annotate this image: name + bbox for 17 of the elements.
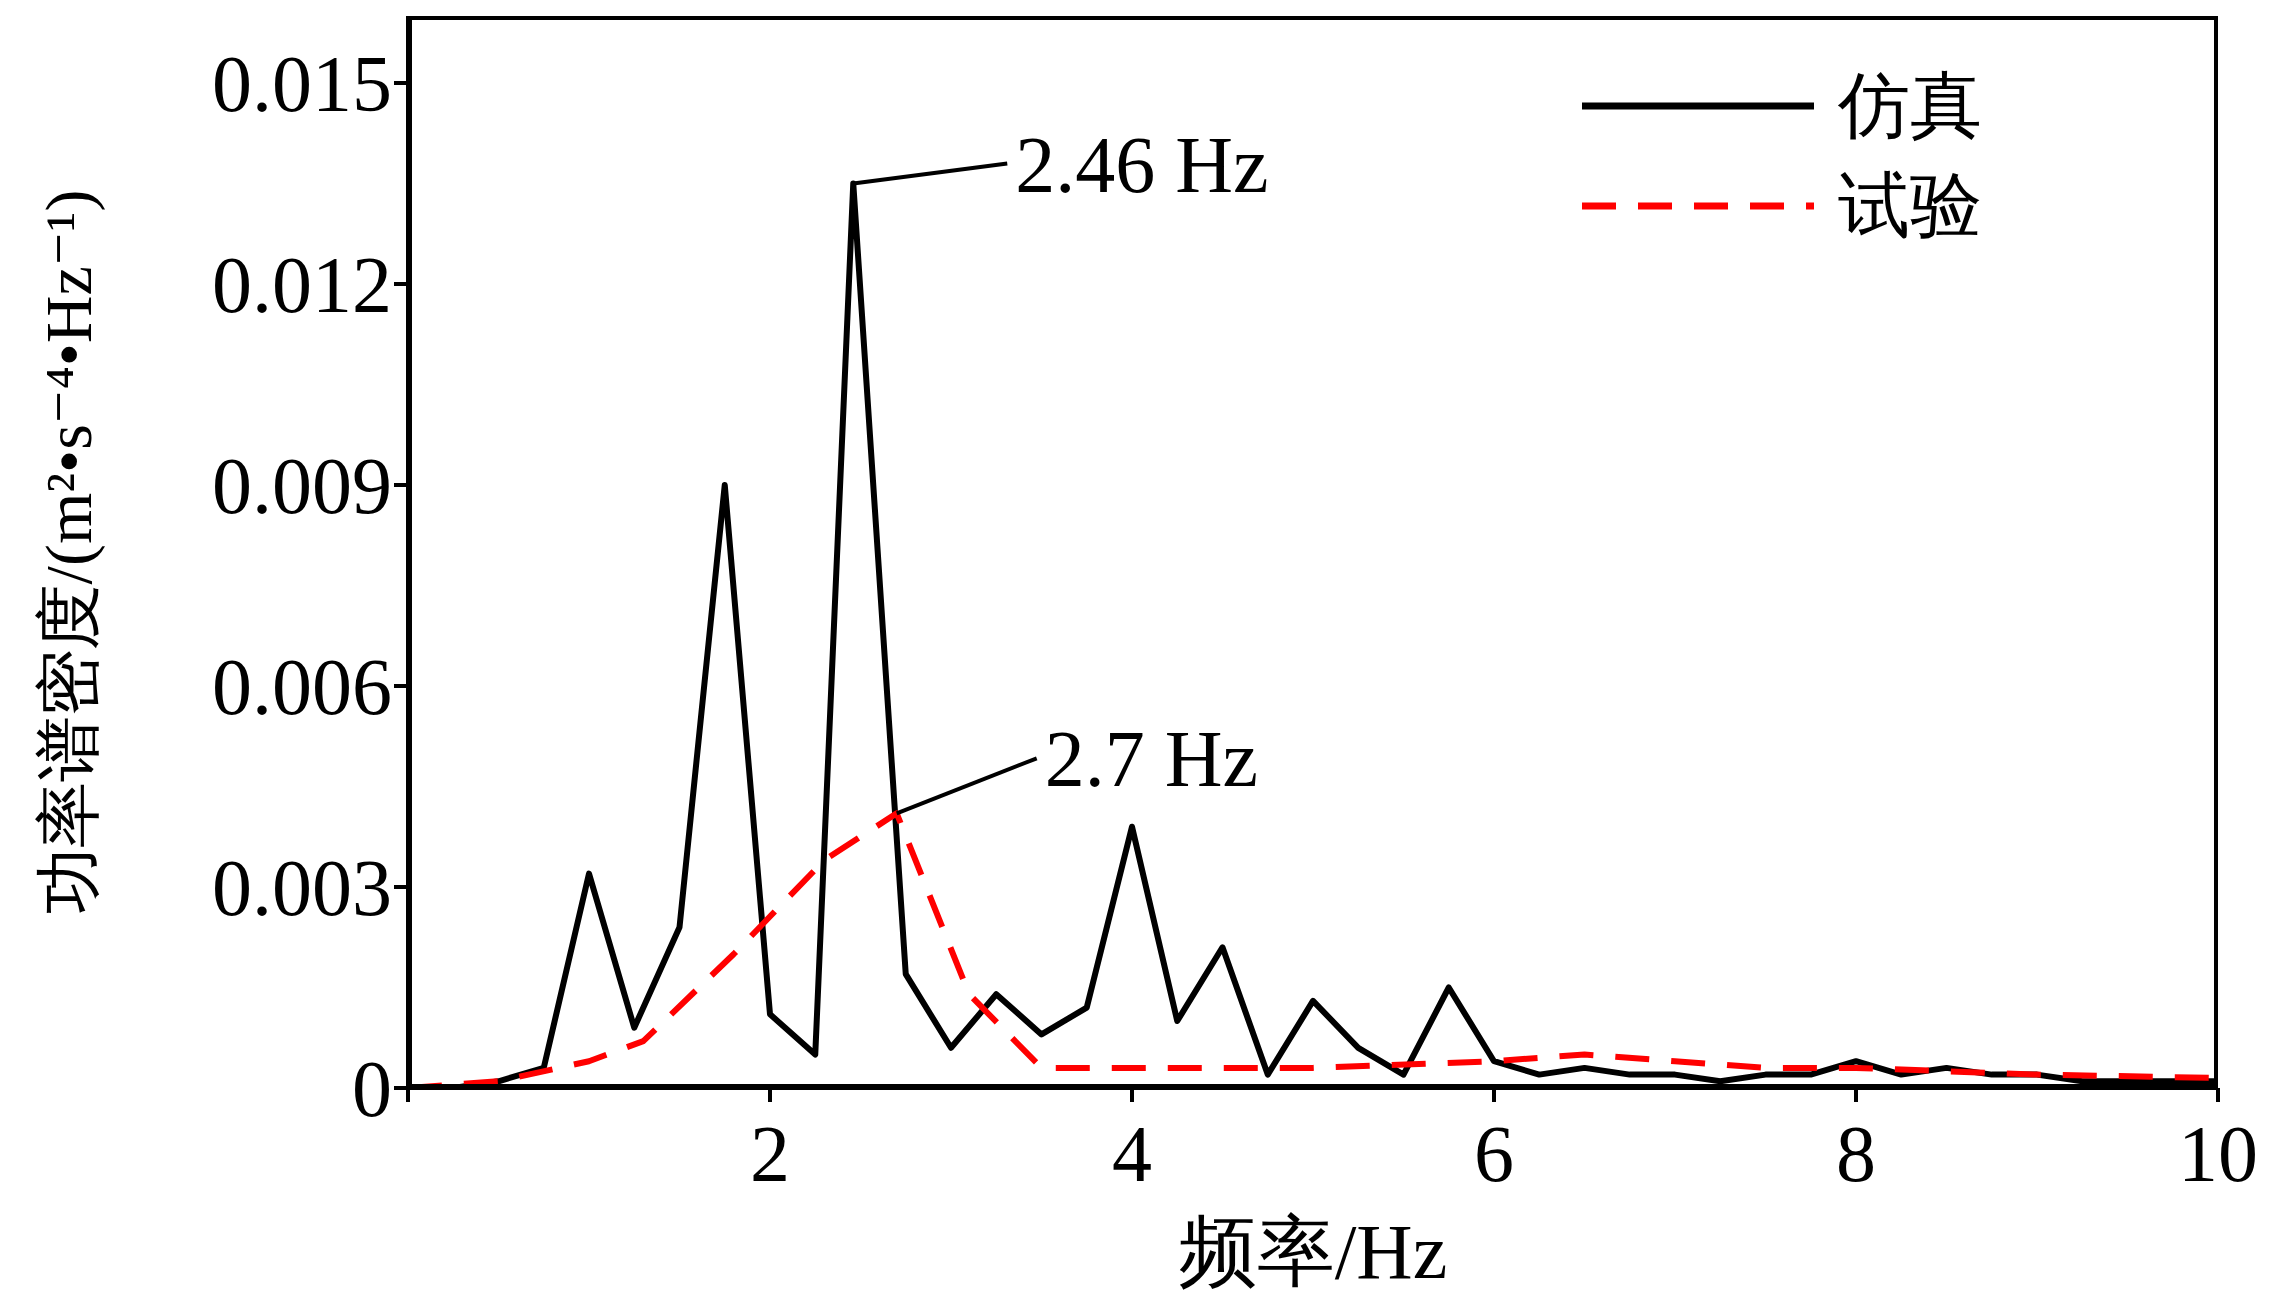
y-tick-label: 0 <box>352 1045 392 1134</box>
y-tick-label: 0.015 <box>212 40 392 129</box>
y-tick-label: 0.012 <box>212 241 392 330</box>
annotation: 2.7 Hz <box>1044 715 1258 804</box>
legend-label: 试验 <box>1838 165 1982 248</box>
x-tick-label: 4 <box>1112 1109 1152 1198</box>
y-axis-title: 功率谱密度/(m²•s⁻⁴•Hz⁻¹) <box>32 189 107 915</box>
x-axis-title: 频率/Hz <box>1178 1208 1448 1295</box>
y-tick-label: 0.003 <box>212 844 392 933</box>
legend-label: 仿真 <box>1838 65 1982 148</box>
y-tick-label: 0.009 <box>212 442 392 531</box>
annotation: 2.46 Hz <box>1015 120 1269 209</box>
x-tick-label: 8 <box>1836 1109 1876 1198</box>
x-tick-label: 6 <box>1474 1109 1514 1198</box>
y-tick-label: 0.006 <box>212 643 392 732</box>
x-tick-label: 2 <box>750 1109 790 1198</box>
x-tick-label: 10 <box>2178 1109 2258 1198</box>
